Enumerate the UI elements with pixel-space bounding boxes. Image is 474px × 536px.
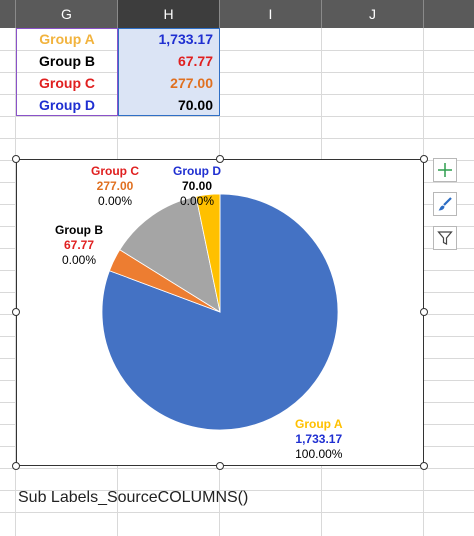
column-header-next[interactable] <box>424 0 474 28</box>
resize-handle-right[interactable] <box>420 308 428 316</box>
data-label-group-c[interactable]: Group C 277.00 0.00% <box>91 164 139 209</box>
column-header-i[interactable]: I <box>220 0 322 28</box>
resize-handle-top[interactable] <box>216 155 224 163</box>
resize-handle-top-right[interactable] <box>420 155 428 163</box>
resize-handle-bottom-left[interactable] <box>12 462 20 470</box>
label-name: Group D <box>173 164 221 178</box>
filter-icon <box>437 231 453 245</box>
resize-handle-bottom[interactable] <box>216 462 224 470</box>
pie-chart-area[interactable]: Group C 277.00 0.00% Group D 70.00 0.00%… <box>16 159 424 466</box>
data-label-group-d[interactable]: Group D 70.00 0.00% <box>173 164 221 209</box>
label-percent: 0.00% <box>179 194 215 208</box>
cell-h-value-d[interactable]: 70.00 <box>118 94 220 116</box>
brush-icon <box>438 197 452 211</box>
label-percent: 0.00% <box>61 253 97 267</box>
pie-slice-group-c[interactable] <box>119 195 221 313</box>
column-header-j[interactable]: J <box>322 0 424 28</box>
cell-g-group-c[interactable]: Group C <box>39 75 95 91</box>
label-percent: 100.00% <box>295 447 343 461</box>
column-header-g[interactable]: G <box>16 0 118 28</box>
resize-handle-left[interactable] <box>12 308 20 316</box>
pie-chart[interactable] <box>17 160 422 464</box>
label-name: Group A <box>295 417 343 431</box>
cell-g-group-b[interactable]: Group B <box>39 53 95 69</box>
label-name: Group B <box>55 223 103 237</box>
label-name: Group C <box>91 164 139 178</box>
column-header-prev <box>0 0 16 28</box>
cell-g-group-a[interactable]: Group A <box>39 31 95 47</box>
macro-code-text: Sub Labels_SourceCOLUMNS() <box>18 489 249 506</box>
resize-handle-bottom-right[interactable] <box>420 462 428 470</box>
data-label-group-b[interactable]: Group B 67.77 0.00% <box>55 223 103 268</box>
plus-icon <box>438 163 452 177</box>
chart-elements-button[interactable] <box>433 158 457 182</box>
cell-h-value-a[interactable]: 1,733.17 <box>118 28 220 50</box>
label-value: 277.00 <box>96 179 134 193</box>
cell-h-value-c[interactable]: 277.00 <box>118 72 220 94</box>
label-percent: 0.00% <box>97 194 133 208</box>
label-value: 1,733.17 <box>295 432 343 446</box>
chart-styles-button[interactable] <box>433 192 457 216</box>
cell-h-value-b[interactable]: 67.77 <box>118 50 220 72</box>
data-label-group-a[interactable]: Group A 1,733.17 100.00% <box>295 417 343 462</box>
pie-slice-group-d[interactable] <box>195 193 221 313</box>
column-header-h[interactable]: H <box>118 0 220 28</box>
chart-filters-button[interactable] <box>433 226 457 250</box>
cell-g-group-d[interactable]: Group D <box>39 97 95 113</box>
resize-handle-top-left[interactable] <box>12 155 20 163</box>
label-value: 70.00 <box>181 179 213 193</box>
label-value: 67.77 <box>63 238 95 252</box>
